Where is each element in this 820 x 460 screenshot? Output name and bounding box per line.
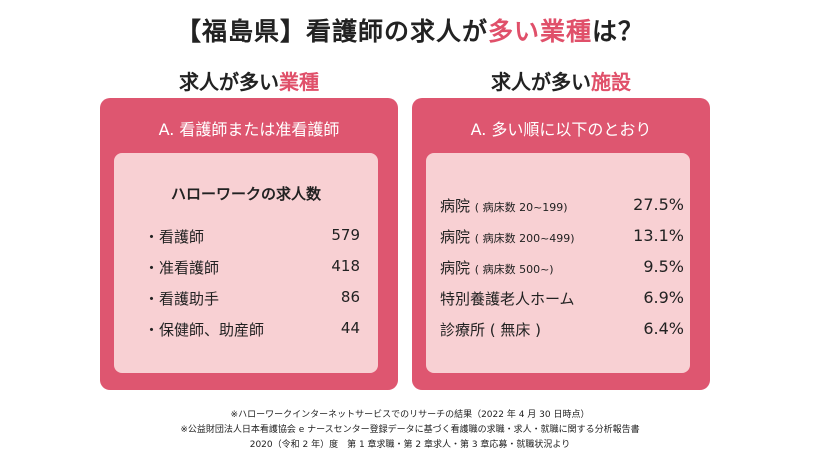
facility-share: 9.5%: [643, 257, 684, 276]
job-count: 418: [331, 257, 360, 275]
facility-label: 病院 ( 病床数 200~499): [440, 226, 575, 247]
right-heading-accent: 施設: [591, 70, 631, 94]
facility-note: ( 病床数 20~199): [474, 201, 568, 214]
facility-share: 27.5%: [633, 195, 684, 214]
facility-name: 病院: [440, 228, 471, 246]
facility-panel-title: A. 多い順に以下のとおり: [470, 120, 652, 139]
facility-share: 6.9%: [643, 288, 684, 307]
footnote-3: 2020（令和 2 年）度 第 1 章求職・第 2 章求人・第 3 章応募・就職…: [249, 440, 571, 450]
left-heading-text: 求人が多い: [179, 70, 279, 94]
footnote-1: ※ハローワークインターネットサービスでのリサーチの結果（2022 年 4 月 3…: [230, 410, 590, 420]
industry-panel-title: A. 看護師または准看護師: [158, 120, 340, 139]
facility-share: 13.1%: [633, 226, 684, 245]
job-count-subtitle: ハローワークの求人数: [170, 185, 321, 203]
title-suffix: は？: [592, 17, 645, 46]
facility-label: 病院 ( 病床数 500~): [440, 257, 554, 278]
facility-label: 診療所 ( 無床 ): [440, 321, 542, 339]
job-count: 86: [340, 288, 360, 306]
facility-card: 病院 ( 病床数 20~199) 27.5% 病院 ( 病床数 200~499)…: [426, 153, 690, 373]
title-prefix: 【福島県】看護師の求人が: [175, 17, 488, 46]
job-label: ・看護助手: [144, 290, 220, 308]
facility-name: 病院: [440, 259, 471, 277]
page-title: 【福島県】看護師の求人が多い業種は？: [0, 12, 820, 48]
facility-share: 6.4%: [643, 319, 684, 338]
left-heading-accent: 業種: [279, 70, 319, 94]
facility-note: ( 病床数 200~499): [474, 232, 575, 245]
title-accent: 多い業種: [487, 17, 592, 46]
facility-name: 病院: [440, 197, 471, 215]
right-column-heading: 求人が多い施設: [412, 66, 710, 95]
job-label: ・保健師、助産師: [144, 321, 265, 339]
facility-label: 特別養護老人ホーム: [440, 290, 575, 308]
facility-note: ( 病床数 500~): [474, 263, 554, 276]
industry-panel: A. 看護師または准看護師 ハローワークの求人数 ・看護師 579 ・准看護師 …: [100, 98, 398, 390]
job-count: 579: [331, 226, 360, 244]
job-count: 44: [340, 319, 360, 337]
industry-card: ハローワークの求人数 ・看護師 579 ・准看護師 418 ・看護助手 86 ・…: [114, 153, 378, 373]
facility-panel: A. 多い順に以下のとおり 病院 ( 病床数 20~199) 27.5% 病院 …: [412, 98, 710, 390]
footnote-2: ※公益財団法人日本看護協会 e ナースセンター登録データに基づく看護職の求職・求…: [180, 425, 640, 435]
job-label: ・准看護師: [144, 259, 220, 277]
job-label: ・看護師: [144, 228, 205, 246]
right-heading-text: 求人が多い: [491, 70, 591, 94]
facility-label: 病院 ( 病床数 20~199): [440, 195, 568, 216]
left-column-heading: 求人が多い業種: [100, 66, 398, 95]
